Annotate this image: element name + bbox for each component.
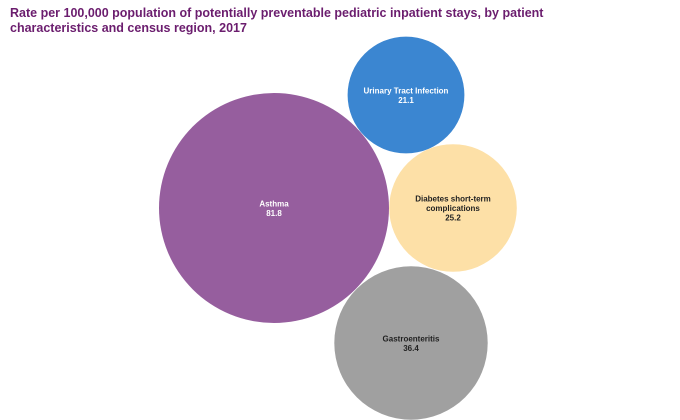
bubble-value-asthma: 81.8 <box>266 209 282 218</box>
bubble-diabetes-short-term-complications <box>389 144 517 272</box>
bubble-urinary-tract-infection <box>347 36 465 154</box>
bubble-value-urinary-tract-infection: 21.1 <box>398 96 414 105</box>
bubble-gastroenteritis <box>334 266 488 420</box>
bubble-value-diabetes-short-term-complications: 25.2 <box>445 214 461 223</box>
bubble-label-diabetes-short-term-complications: Diabetes short-term complications 25.2 <box>415 195 491 223</box>
chart-title: Rate per 100,000 population of potential… <box>10 6 544 35</box>
bubble-asthma <box>159 93 389 323</box>
bubble-label-urinary-tract-infection: Urinary Tract Infection 21.1 <box>364 86 449 105</box>
bubble-label-asthma: Asthma 81.8 <box>259 199 289 218</box>
bubble-value-gastroenteritis: 36.4 <box>403 344 419 353</box>
bubble-label-gastroenteritis: Gastroenteritis 36.4 <box>383 334 440 353</box>
